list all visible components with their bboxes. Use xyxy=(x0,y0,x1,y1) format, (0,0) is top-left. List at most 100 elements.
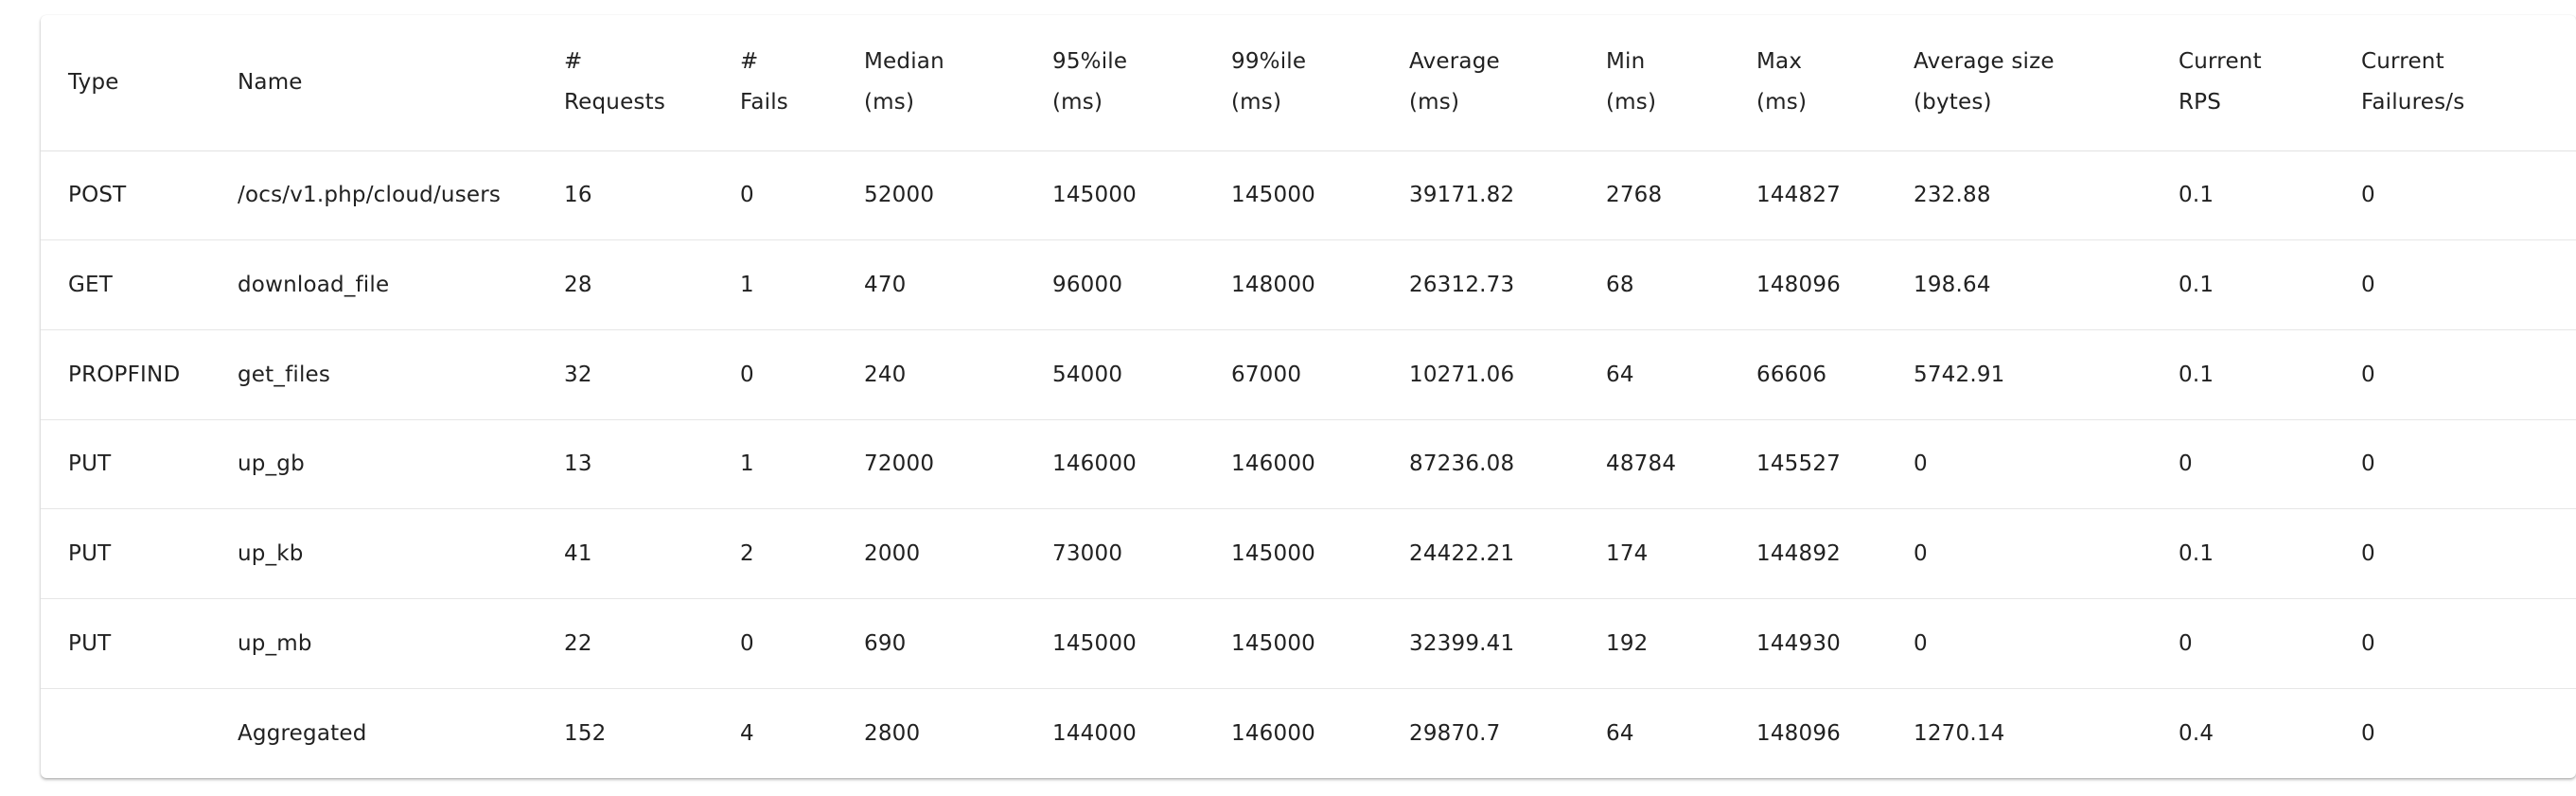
cell-name: up_mb xyxy=(238,630,312,656)
cell-current-rps: 0.1 xyxy=(2179,273,2214,298)
cell-fails: 4 xyxy=(740,720,754,746)
table-row: PUT up_mb 22 0 690 145000 145000 32399.41 192 144… xyxy=(41,598,2576,689)
column-header-unit: (bytes) xyxy=(1914,90,1992,115)
cell-p99: 146000 xyxy=(1231,451,1315,477)
column-header-unit: Failures/s xyxy=(2361,90,2465,115)
column-header-unit: (ms) xyxy=(864,90,915,115)
cell-fails: 0 xyxy=(740,362,754,387)
cell-min: 174 xyxy=(1606,541,1649,567)
cell-name: get_files xyxy=(238,362,331,387)
cell-average: 10271.06 xyxy=(1409,362,1515,387)
column-header-label: 95%ile xyxy=(1052,49,1128,75)
cell-requests: 13 xyxy=(564,451,592,477)
column-header-current-rps[interactable]: Current RPS xyxy=(2151,15,2334,151)
column-header-p99[interactable]: 99%ile (ms) xyxy=(1204,15,1382,151)
cell-min: 192 xyxy=(1606,630,1649,656)
cell-average: 87236.08 xyxy=(1409,451,1515,477)
cell-current-rps: 0 xyxy=(2179,451,2193,477)
table-row: PUT up_gb 13 1 72000 146000 146000 87236.08 4878… xyxy=(41,419,2576,509)
cell-min: 64 xyxy=(1606,362,1634,387)
table-row: GET download_file 28 1 470 96000 148000 26312.7… xyxy=(41,240,2576,330)
column-header-fails[interactable]: # Fails xyxy=(713,15,837,151)
cell-current-failures: 0 xyxy=(2361,720,2375,746)
column-header-label: # xyxy=(564,49,583,75)
cell-current-failures: 0 xyxy=(2361,183,2375,208)
cell-median: 690 xyxy=(864,630,907,656)
cell-requests: 22 xyxy=(564,630,592,656)
cell-median: 52000 xyxy=(864,183,935,208)
cell-median: 240 xyxy=(864,362,907,387)
column-header-unit: Fails xyxy=(740,90,788,115)
cell-max: 148096 xyxy=(1756,720,1841,746)
cell-name: up_kb xyxy=(238,541,304,567)
cell-max: 148096 xyxy=(1756,273,1841,298)
cell-requests: 32 xyxy=(564,362,592,387)
column-header-max[interactable]: Max (ms) xyxy=(1729,15,1886,151)
column-header-label: 99%ile xyxy=(1231,49,1307,75)
column-header-median[interactable]: Median (ms) xyxy=(837,15,1025,151)
cell-p95: 145000 xyxy=(1052,183,1137,208)
cell-name: download_file xyxy=(238,273,390,298)
cell-requests: 28 xyxy=(564,273,592,298)
column-header-name[interactable]: Name xyxy=(210,15,537,151)
cell-type: PUT xyxy=(68,541,112,567)
cell-current-rps: 0.1 xyxy=(2179,362,2214,387)
cell-type: PUT xyxy=(68,451,112,477)
cell-average: 29870.7 xyxy=(1409,720,1501,746)
column-header-requests[interactable]: # Requests xyxy=(537,15,713,151)
column-header-label: Max xyxy=(1756,49,1803,75)
cell-current-rps: 0.1 xyxy=(2179,183,2214,208)
column-header-label: Name xyxy=(238,69,303,95)
column-header-unit: RPS xyxy=(2179,90,2222,115)
cell-average-size: 232.88 xyxy=(1914,183,1991,208)
column-header-unit: (ms) xyxy=(1052,90,1103,115)
cell-current-rps: 0 xyxy=(2179,630,2193,656)
cell-current-failures: 0 xyxy=(2361,541,2375,567)
column-header-average[interactable]: Average (ms) xyxy=(1382,15,1579,151)
column-header-average-size[interactable]: Average size (bytes) xyxy=(1886,15,2151,151)
cell-p95: 54000 xyxy=(1052,362,1123,387)
cell-fails: 0 xyxy=(740,630,754,656)
cell-p99: 145000 xyxy=(1231,541,1315,567)
column-header-p95[interactable]: 95%ile (ms) xyxy=(1025,15,1204,151)
column-header-label: Current xyxy=(2361,49,2444,75)
cell-median: 470 xyxy=(864,273,907,298)
table-row: PUT up_kb 41 2 2000 73000 145000 24422.21 174 144… xyxy=(41,509,2576,599)
cell-max: 144892 xyxy=(1756,541,1841,567)
cell-p95: 146000 xyxy=(1052,451,1137,477)
cell-current-rps: 0.1 xyxy=(2179,541,2214,567)
cell-p99: 67000 xyxy=(1231,362,1302,387)
column-header-unit: Requests xyxy=(564,90,666,115)
cell-current-failures: 0 xyxy=(2361,630,2375,656)
cell-p95: 73000 xyxy=(1052,541,1123,567)
column-header-type[interactable]: Type xyxy=(41,15,210,151)
cell-requests: 16 xyxy=(564,183,592,208)
cell-current-failures: 0 xyxy=(2361,451,2375,477)
cell-max: 145527 xyxy=(1756,451,1841,477)
cell-requests: 152 xyxy=(564,720,607,746)
header-row: Type Name # Requests # Fails Median (ms) 95%ile (… xyxy=(41,15,2576,151)
cell-average: 32399.41 xyxy=(1409,630,1515,656)
column-header-unit: (ms) xyxy=(1231,90,1282,115)
cell-average-size: 0 xyxy=(1914,541,1928,567)
cell-p95: 145000 xyxy=(1052,630,1137,656)
table-row: POST/ocs/v1.php/cloud/users 16 0 52000 14500… xyxy=(41,150,2576,240)
column-header-unit: (ms) xyxy=(1409,90,1460,115)
cell-current-failures: 0 xyxy=(2361,362,2375,387)
cell-type xyxy=(41,688,210,778)
table-body: POST/ocs/v1.php/cloud/users 16 0 52000 14500… xyxy=(41,150,2576,778)
column-header-label: Average xyxy=(1409,49,1500,75)
cell-min: 68 xyxy=(1606,273,1634,298)
column-header-label: Median xyxy=(864,49,944,75)
cell-type: GET xyxy=(68,273,114,298)
cell-average-size: 1270.14 xyxy=(1914,720,2005,746)
column-header-unit: (ms) xyxy=(1756,90,1808,115)
table-header: Type Name # Requests # Fails Median (ms) 95%ile (… xyxy=(41,15,2576,151)
cell-average-size: 5742.91 xyxy=(1914,362,2005,387)
column-header-label: # xyxy=(740,49,759,75)
column-header-label: Type xyxy=(68,69,119,95)
column-header-current-failures[interactable]: Current Failures/s xyxy=(2334,15,2576,151)
cell-average: 26312.73 xyxy=(1409,273,1515,298)
column-header-min[interactable]: Min (ms) xyxy=(1579,15,1729,151)
cell-fails: 1 xyxy=(740,273,754,298)
